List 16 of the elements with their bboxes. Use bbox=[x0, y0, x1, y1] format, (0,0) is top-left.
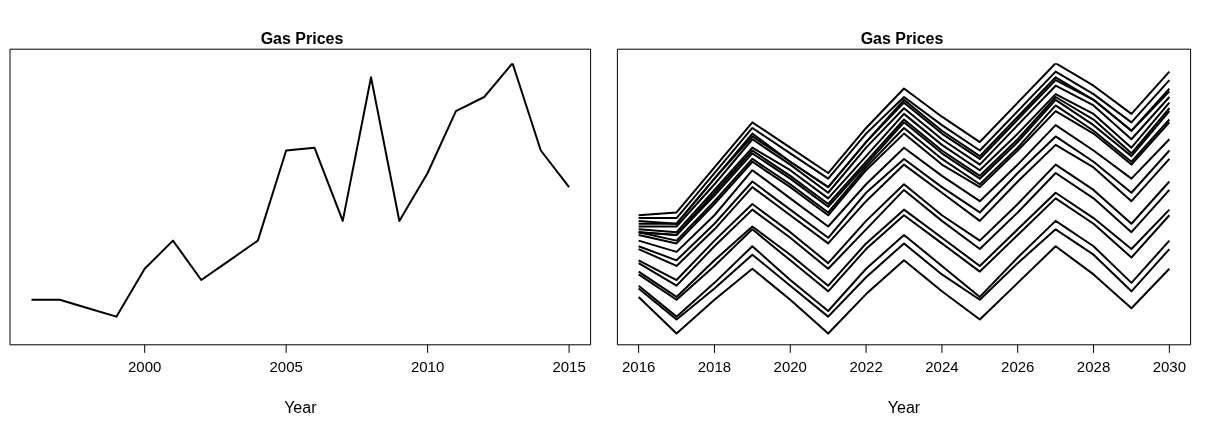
x-tick-label: 2018 bbox=[697, 357, 732, 375]
x-axis-title: Year bbox=[284, 398, 318, 416]
x-axis-title: Year bbox=[887, 398, 921, 416]
x-tick-label: 2016 bbox=[621, 357, 656, 375]
x-tick-label: 2028 bbox=[1076, 357, 1111, 375]
x-tick-label: 2026 bbox=[1001, 357, 1035, 375]
chart-title: Gas Prices bbox=[860, 30, 944, 48]
x-tick-label: 2024 bbox=[925, 357, 959, 375]
chart-title: Gas Prices bbox=[260, 30, 344, 48]
x-tick-label: 2020 bbox=[773, 357, 807, 375]
x-tick-label: 2015 bbox=[552, 357, 586, 375]
x-tick-label: 2030 bbox=[1152, 357, 1187, 375]
x-tick-label: 2000 bbox=[127, 357, 162, 375]
x-tick-label: 2005 bbox=[269, 357, 303, 375]
x-tick-label: 2010 bbox=[410, 357, 445, 375]
x-tick-label: 2022 bbox=[849, 357, 883, 375]
